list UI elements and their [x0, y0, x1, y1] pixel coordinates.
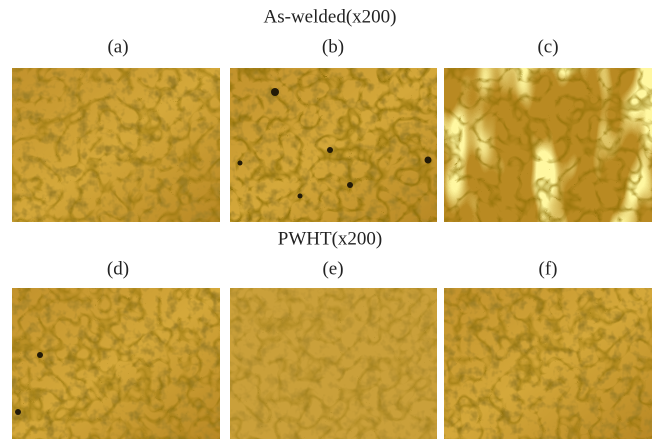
micrograph [444, 288, 652, 439]
panel-label: (c) [537, 36, 558, 57]
panel-label: (d) [107, 258, 129, 279]
panel-label: (e) [322, 258, 343, 279]
figure: As-welded(x200) (a) (b) (c) PWHT(x200) (… [0, 0, 661, 439]
micrograph [12, 288, 220, 439]
micrograph [444, 68, 652, 222]
page: {"sections": [ {"title": "As-welded(x200… [0, 0, 661, 439]
section-title: PWHT(x200) [278, 228, 382, 249]
micrograph [230, 68, 437, 222]
panel-label: (a) [107, 36, 128, 57]
micrograph [12, 68, 220, 222]
micrograph [230, 288, 437, 439]
panel-label: (f) [539, 258, 558, 279]
section-title: As-welded(x200) [264, 6, 397, 27]
panel-label: (b) [322, 36, 344, 57]
